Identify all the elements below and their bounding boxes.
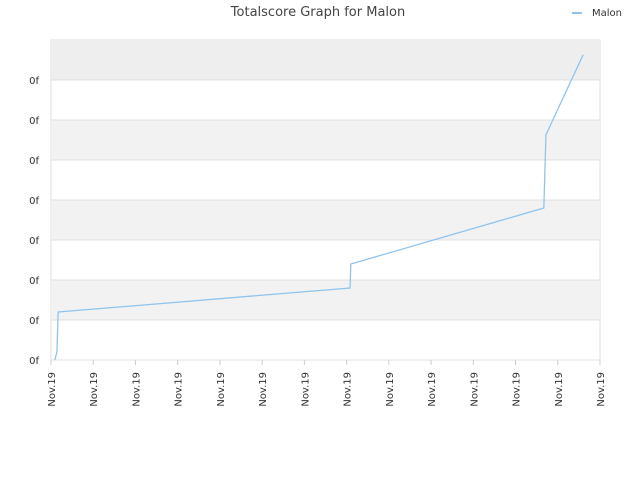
x-tick-label: Nov.19 xyxy=(512,372,523,407)
y-tick-label: 0f xyxy=(29,116,39,127)
x-tick-label: Nov.19 xyxy=(47,372,58,407)
chart-title: Totalscore Graph for Malon xyxy=(230,5,405,20)
series-line xyxy=(54,54,584,361)
band xyxy=(51,200,600,240)
band xyxy=(51,280,600,320)
y-tick-label: 0f xyxy=(29,316,39,327)
x-tick-label: Nov.19 xyxy=(131,372,142,407)
y-tick-label: 0f xyxy=(29,356,39,367)
legend-label: Malon xyxy=(592,8,622,19)
x-tick-label: Nov.19 xyxy=(300,372,311,407)
x-tick-label: Nov.19 xyxy=(385,372,396,407)
y-tick-label: 0f xyxy=(29,276,39,287)
y-tick-label: 0f xyxy=(29,76,39,87)
x-tick-label: Nov.19 xyxy=(89,372,100,407)
x-tick-label: Nov.19 xyxy=(258,372,269,407)
x-tick-label: Nov.19 xyxy=(216,372,227,407)
x-tick-label: Nov.19 xyxy=(596,372,607,407)
x-tick-label: Nov.19 xyxy=(343,372,354,407)
y-tick-label: 0f xyxy=(29,196,39,207)
y-tick-label: 0f xyxy=(29,156,39,167)
y-tick-label: 0f xyxy=(29,236,39,247)
band xyxy=(51,120,600,160)
x-tick-label: Nov.19 xyxy=(174,372,185,407)
x-tick-label: Nov.19 xyxy=(554,372,565,407)
band xyxy=(51,40,600,80)
x-tick-label: Nov.19 xyxy=(469,372,480,407)
x-tick-label: Nov.19 xyxy=(427,372,438,407)
